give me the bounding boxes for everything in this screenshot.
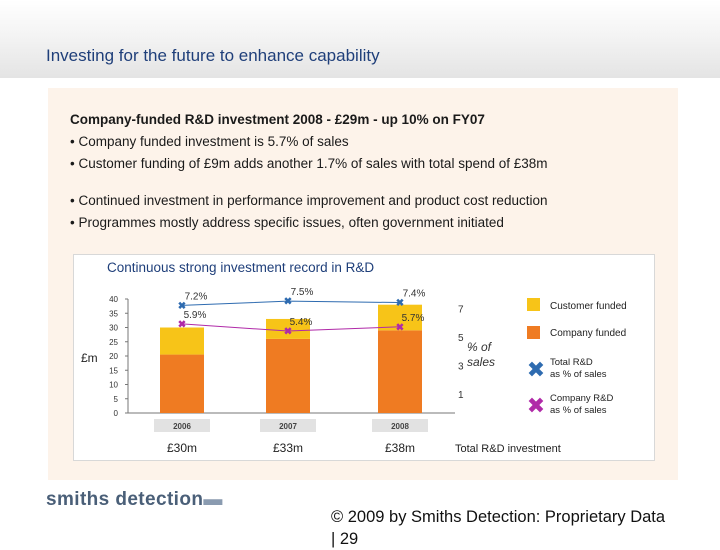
bullet-item: • Customer funding of £9m adds another 1…: [70, 156, 548, 171]
y2-tick-label: 7: [458, 304, 464, 315]
legend-marker-total-rd: ✖: [527, 358, 545, 383]
bullet-item: • Continued investment in performance im…: [70, 193, 548, 208]
legend-label: Company funded: [550, 328, 626, 339]
total-value-label: £33m: [273, 441, 303, 455]
line-data-label: 7.4%: [403, 289, 426, 300]
line-marker-x: ✖: [178, 301, 186, 312]
y-tick-label: 0: [114, 409, 119, 418]
totals-caption: Total R&D investment: [455, 443, 561, 455]
line-data-label: 7.2%: [185, 291, 208, 302]
bullet-item: • Programmes mostly address specific iss…: [70, 215, 504, 230]
y2-axis-label: % of: [467, 340, 493, 354]
y-axis-label: £m: [81, 351, 98, 365]
legend-label: as % of sales: [550, 369, 607, 380]
bar-company-funded: [378, 330, 422, 413]
y-tick-label: 40: [109, 295, 118, 304]
logo-bar-icon: ▬: [203, 489, 223, 510]
section-heading: Company-funded R&D investment 2008 - £29…: [70, 112, 485, 127]
line-data-label: 5.7%: [402, 313, 425, 324]
category-label: 2006: [173, 422, 191, 431]
legend-label: Customer funded: [550, 301, 627, 312]
bullet-item: • Company funded investment is 5.7% of s…: [70, 134, 349, 149]
legend-label: as % of sales: [550, 405, 607, 416]
bar-customer-funded: [160, 327, 204, 355]
company-logo: smiths detection▬: [46, 489, 223, 511]
line-data-label: 5.4%: [290, 317, 313, 328]
category-label-box: [372, 419, 428, 432]
y2-tick-label: 1: [458, 390, 464, 401]
y-tick-label: 15: [109, 366, 118, 375]
line-data-label: 5.9%: [184, 310, 207, 321]
total-value-label: £30m: [167, 441, 197, 455]
total-rd-line: [181, 300, 401, 306]
bar-company-funded: [266, 338, 310, 413]
y2-tick-label: 5: [458, 333, 464, 344]
y2-tick-label: 3: [458, 361, 464, 372]
bullet-text: Company-funded R&D investment 2008 - £29…: [70, 109, 548, 234]
legend-swatch-customer-funded: [527, 298, 540, 311]
line-marker-x: ✖: [396, 322, 404, 333]
legend-marker-company-rd: ✖: [527, 394, 545, 419]
category-label: 2007: [279, 422, 297, 431]
chart-title: Continuous strong investment record in R…: [107, 260, 375, 275]
y-tick-label: 25: [109, 338, 118, 347]
legend-label: Company R&D: [550, 393, 613, 404]
y-tick-label: 5: [114, 395, 119, 404]
y-tick-label: 10: [109, 381, 118, 390]
company-rd-line: [181, 323, 401, 332]
total-value-label: £38m: [385, 441, 415, 455]
line-marker-x: ✖: [284, 327, 292, 338]
line-marker-x: ✖: [396, 298, 404, 309]
line-marker-x: ✖: [178, 319, 186, 330]
copyright-footer: © 2009 by Smiths Detection: Proprietary …: [331, 508, 666, 548]
bar-customer-funded: [266, 318, 310, 339]
y-tick-label: 20: [109, 352, 118, 361]
logo-text: smiths detection: [46, 489, 204, 510]
bar-company-funded: [160, 354, 204, 413]
category-label-box: [154, 419, 210, 432]
y-tick-label: 35: [109, 309, 118, 318]
header-band: [0, 0, 720, 78]
y2-axis-label: sales: [467, 355, 495, 369]
category-label: 2008: [391, 422, 409, 431]
slide-title: Investing for the future to enhance capa…: [46, 46, 380, 65]
line-marker-x: ✖: [284, 297, 292, 308]
line-data-label: 7.5%: [291, 287, 314, 298]
legend-label: Total R&D: [550, 357, 593, 368]
bar-customer-funded: [378, 304, 422, 331]
y-tick-label: 30: [109, 324, 118, 333]
category-label-box: [260, 419, 316, 432]
legend-swatch-company-funded: [527, 326, 540, 339]
